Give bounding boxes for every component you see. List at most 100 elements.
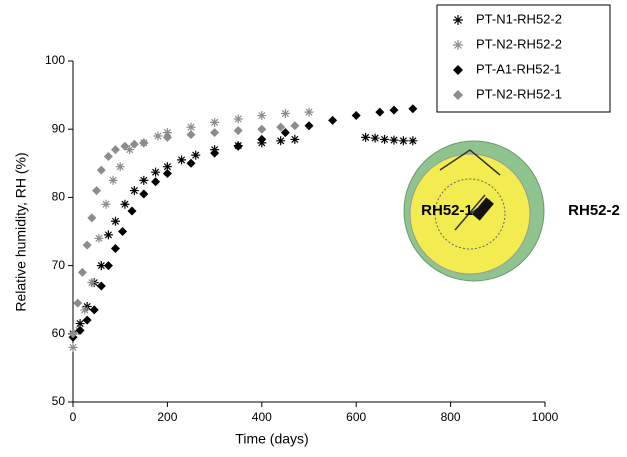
- legend-marker: [453, 40, 463, 50]
- marker: [370, 133, 380, 143]
- marker: [151, 177, 161, 187]
- marker: [103, 261, 113, 271]
- marker: [389, 135, 399, 145]
- marker: [96, 165, 106, 175]
- marker: [186, 130, 196, 140]
- marker: [68, 342, 78, 352]
- marker: [129, 186, 139, 196]
- y-tick-label: 50: [52, 394, 66, 408]
- marker: [129, 139, 139, 149]
- marker: [280, 109, 290, 119]
- marker: [125, 145, 135, 155]
- marker: [153, 131, 163, 141]
- marker: [139, 138, 149, 148]
- y-tick-label: 60: [52, 326, 66, 340]
- marker: [82, 240, 92, 250]
- marker: [96, 261, 106, 271]
- legend-label: PT-N1-RH52-2: [476, 11, 562, 26]
- marker: [73, 298, 83, 308]
- marker: [328, 115, 338, 125]
- marker: [233, 141, 243, 151]
- marker: [110, 216, 120, 226]
- annotation: RH52-1: [421, 202, 473, 219]
- x-axis-label: Time (days): [235, 431, 308, 447]
- marker: [177, 155, 187, 165]
- marker: [162, 132, 172, 142]
- marker: [82, 315, 92, 325]
- marker: [120, 141, 130, 151]
- marker: [151, 167, 161, 177]
- marker: [276, 122, 286, 132]
- marker: [77, 267, 87, 277]
- marker: [380, 134, 390, 144]
- marker: [68, 329, 78, 339]
- marker: [162, 128, 172, 138]
- legend-label: PT-N2-RH52-2: [476, 36, 562, 51]
- marker: [210, 128, 220, 138]
- y-axis-label: Relative humidity, RH (%): [13, 152, 29, 311]
- y-tick-label: 80: [52, 190, 66, 204]
- marker: [290, 121, 300, 131]
- y-tick-label: 90: [52, 121, 66, 135]
- marker: [304, 121, 314, 131]
- marker: [103, 230, 113, 240]
- marker: [139, 189, 149, 199]
- marker: [139, 175, 149, 185]
- x-tick-label: 800: [441, 410, 461, 424]
- x-tick-label: 400: [252, 410, 272, 424]
- marker: [210, 148, 220, 158]
- marker: [101, 199, 111, 209]
- marker: [75, 325, 85, 335]
- marker: [162, 162, 172, 172]
- marker: [186, 158, 196, 168]
- marker: [110, 145, 120, 155]
- legend-marker: [453, 90, 463, 100]
- marker: [233, 114, 243, 124]
- marker: [257, 124, 267, 134]
- legend-label: PT-N2-RH52-1: [476, 86, 562, 101]
- marker: [280, 128, 290, 138]
- marker: [398, 136, 408, 146]
- marker: [191, 150, 201, 160]
- x-tick-label: 200: [157, 410, 177, 424]
- marker: [94, 233, 104, 243]
- marker: [257, 111, 267, 121]
- marker: [92, 186, 102, 196]
- marker: [108, 175, 118, 185]
- y-tick-label: 100: [45, 53, 65, 67]
- marker: [408, 104, 418, 114]
- legend-marker: [453, 65, 463, 75]
- x-tick-label: 600: [346, 410, 366, 424]
- marker: [389, 105, 399, 115]
- annotation: RH52-2: [568, 202, 620, 219]
- legend-label: PT-A1-RH52-1: [476, 61, 561, 76]
- y-tick-label: 70: [52, 258, 66, 272]
- marker: [276, 136, 286, 146]
- marker: [233, 126, 243, 136]
- marker: [290, 134, 300, 144]
- marker: [87, 278, 97, 288]
- inset-figure: [403, 140, 545, 282]
- marker: [115, 162, 125, 172]
- legend-marker: [453, 15, 463, 25]
- marker: [96, 281, 106, 291]
- marker: [351, 111, 361, 121]
- marker: [87, 213, 97, 223]
- marker: [89, 305, 99, 315]
- marker: [120, 199, 130, 209]
- marker: [186, 122, 196, 132]
- legend: [436, 4, 611, 113]
- x-tick-label: 1000: [532, 410, 559, 424]
- marker: [75, 319, 85, 329]
- marker: [361, 132, 371, 142]
- marker: [127, 206, 137, 216]
- marker: [110, 244, 120, 254]
- marker: [304, 107, 314, 117]
- marker: [82, 302, 92, 312]
- x-tick-label: 0: [70, 410, 77, 424]
- marker: [80, 305, 90, 315]
- marker: [210, 117, 220, 127]
- marker: [118, 227, 128, 236]
- marker: [257, 134, 267, 144]
